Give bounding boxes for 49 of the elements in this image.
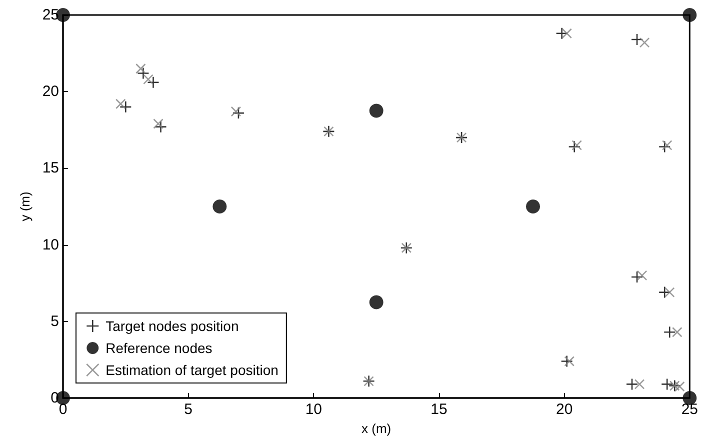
x-tick-label: 25 <box>681 401 698 418</box>
legend-label: Estimation of target position <box>106 362 278 378</box>
point <box>154 120 167 133</box>
point <box>556 27 568 40</box>
point <box>230 106 242 117</box>
point <box>137 67 150 80</box>
point <box>120 100 132 114</box>
point <box>369 295 384 310</box>
point <box>143 74 154 84</box>
point <box>560 355 573 368</box>
point <box>526 200 540 214</box>
x-tick-label: 5 <box>184 401 193 418</box>
point <box>116 98 126 110</box>
point <box>663 326 676 338</box>
point <box>369 104 384 118</box>
legend-label: Reference nodes <box>106 340 212 356</box>
point <box>664 287 675 298</box>
y-tick-label: 15 <box>42 160 59 177</box>
point <box>626 378 638 390</box>
point <box>568 140 581 153</box>
point <box>630 33 644 46</box>
point <box>674 381 685 392</box>
point <box>658 286 671 298</box>
point <box>662 140 672 150</box>
x-axis-title: x (m) <box>362 420 392 436</box>
y-tick-label: 5 <box>50 312 59 330</box>
point <box>147 76 160 89</box>
x-tick-label: 20 <box>556 401 573 418</box>
point <box>562 28 572 39</box>
point <box>660 378 674 390</box>
point <box>630 270 644 284</box>
point <box>672 326 682 338</box>
x-tick-label: 15 <box>430 401 448 418</box>
point <box>636 270 648 281</box>
point <box>136 63 146 74</box>
y-tick-label: 10 <box>42 236 59 254</box>
y-tick-label: 20 <box>42 83 59 100</box>
point <box>634 379 645 390</box>
point <box>682 8 697 22</box>
point <box>564 356 574 366</box>
point <box>572 140 582 150</box>
legend-label: Target nodes position <box>106 318 239 334</box>
x-tick-label: 10 <box>305 401 322 418</box>
y-axis-title: y (m) <box>17 192 32 222</box>
point <box>639 37 650 48</box>
point <box>232 106 245 120</box>
point <box>658 140 671 153</box>
point <box>212 200 227 214</box>
point <box>153 118 164 129</box>
